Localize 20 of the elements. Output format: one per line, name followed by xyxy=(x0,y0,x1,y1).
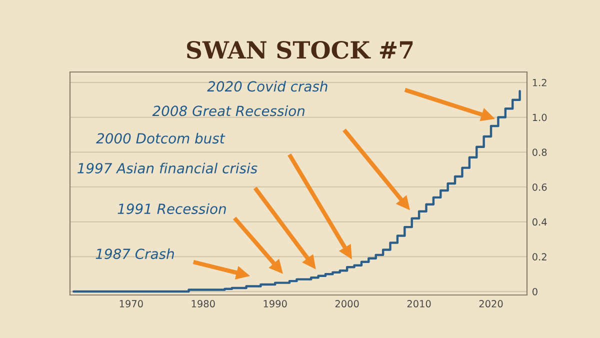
y-tick-label: 1.2 xyxy=(532,78,546,86)
annotation: 1987 Crash xyxy=(96,248,174,260)
annotation: 2008 Great Recession xyxy=(152,105,304,116)
y-tick-label: 0 xyxy=(532,288,538,296)
y-tick-label: 1.0 xyxy=(532,114,547,122)
y-tick-label: 0.2 xyxy=(532,253,546,261)
annotation: 2020 Covid crash xyxy=(207,80,328,92)
annotation: 1997 Asian financial crisis xyxy=(78,162,258,174)
x-tick-label: 2000 xyxy=(335,300,359,308)
annotation: 2000 Dotcom bust xyxy=(96,132,226,144)
y-tick-label: 0.8 xyxy=(532,148,547,156)
chart-title: SWAN STOCK #7 xyxy=(186,40,413,59)
annotation: 1991 Recession xyxy=(118,203,226,214)
x-tick-label: 1980 xyxy=(192,300,215,308)
y-tick-label: 0.6 xyxy=(532,183,547,191)
x-tick-label: 2010 xyxy=(407,300,431,308)
y-tick-label: 0.4 xyxy=(532,218,547,226)
x-tick-label: 1970 xyxy=(120,300,143,308)
x-tick-label: 2020 xyxy=(479,300,503,308)
x-tick-label: 1990 xyxy=(264,300,287,308)
